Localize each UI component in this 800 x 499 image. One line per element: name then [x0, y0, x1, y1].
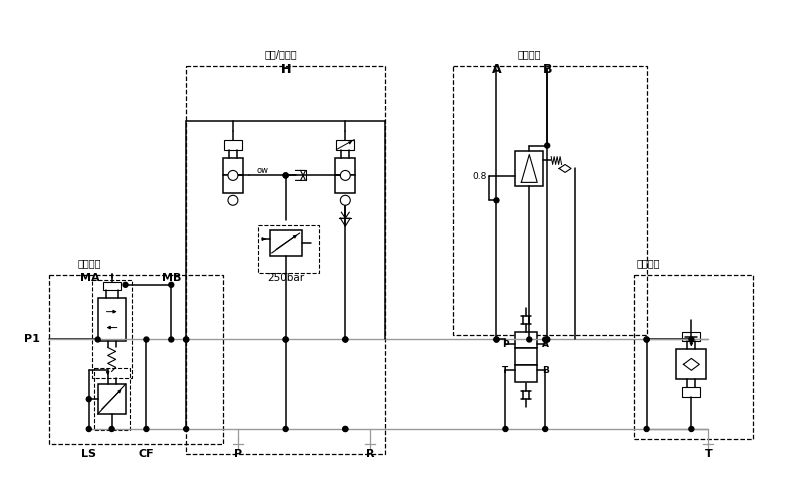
Bar [224, 140, 242, 150]
Circle shape [526, 337, 532, 342]
Bar [515, 151, 543, 186]
Text: 优先阀联: 优先阀联 [78, 258, 102, 268]
Circle shape [283, 427, 288, 432]
Circle shape [340, 171, 350, 180]
Text: H: H [281, 62, 291, 75]
Bar [223, 158, 243, 176]
Bar [98, 384, 126, 414]
Circle shape [343, 337, 348, 342]
Text: MA: MA [80, 273, 99, 283]
Bar [336, 140, 354, 150]
Text: 250bar: 250bar [267, 273, 304, 283]
Text: H: H [281, 62, 291, 75]
Bar [515, 331, 538, 348]
Circle shape [283, 173, 288, 178]
Circle shape [144, 337, 149, 342]
Bar [634, 275, 753, 439]
Text: ow: ow [257, 166, 269, 175]
Circle shape [494, 337, 499, 342]
Bar [94, 368, 130, 430]
Circle shape [283, 337, 288, 342]
Text: R: R [366, 449, 374, 459]
Circle shape [109, 427, 114, 432]
Bar [186, 66, 385, 454]
Text: A: A [542, 340, 549, 349]
Text: P1: P1 [24, 334, 40, 344]
Circle shape [228, 195, 238, 205]
Circle shape [545, 337, 550, 342]
Circle shape [123, 282, 128, 287]
Text: T: T [704, 449, 712, 459]
Bar [270, 230, 302, 256]
Circle shape [644, 337, 649, 342]
Circle shape [494, 198, 499, 203]
Text: B: B [542, 366, 549, 375]
Circle shape [283, 173, 288, 178]
Text: 0.8: 0.8 [472, 172, 486, 181]
Circle shape [689, 337, 694, 342]
Circle shape [542, 427, 548, 432]
Circle shape [689, 427, 694, 432]
Bar [682, 331, 700, 341]
Circle shape [184, 427, 189, 432]
Circle shape [343, 337, 348, 342]
Circle shape [228, 171, 238, 180]
Circle shape [545, 143, 550, 148]
Circle shape [184, 337, 189, 342]
Circle shape [86, 397, 91, 402]
Text: CF: CF [138, 449, 154, 459]
Text: T: T [502, 366, 509, 375]
Text: 前后倾联: 前后倾联 [518, 49, 541, 59]
Bar [335, 158, 355, 176]
Circle shape [283, 337, 288, 342]
Circle shape [343, 427, 348, 432]
Circle shape [169, 337, 174, 342]
Text: 弹簧阀联: 弹簧阀联 [637, 258, 660, 268]
Bar [682, 387, 700, 397]
Bar [98, 298, 126, 341]
Circle shape [542, 337, 548, 342]
Bar [49, 275, 223, 444]
Text: P: P [502, 340, 509, 349]
Circle shape [343, 427, 348, 432]
Circle shape [184, 337, 189, 342]
Bar [92, 280, 131, 378]
Bar [453, 66, 646, 334]
Text: MB: MB [162, 273, 181, 283]
Bar [335, 176, 355, 193]
Text: 举升/下降联: 举升/下降联 [264, 49, 297, 59]
Circle shape [144, 427, 149, 432]
Circle shape [169, 282, 174, 287]
Bar [258, 225, 319, 273]
Circle shape [340, 195, 350, 205]
Text: LS: LS [82, 449, 96, 459]
Bar [102, 282, 121, 290]
Circle shape [494, 337, 499, 342]
Circle shape [545, 337, 550, 342]
Circle shape [503, 427, 508, 432]
Bar [515, 365, 538, 382]
Circle shape [95, 337, 100, 342]
Bar [223, 176, 243, 193]
Bar [677, 349, 706, 379]
Circle shape [86, 427, 91, 432]
Text: A: A [492, 62, 502, 75]
Text: B: B [542, 62, 552, 75]
Circle shape [644, 427, 649, 432]
Text: P: P [234, 449, 242, 459]
Circle shape [644, 337, 649, 342]
Bar [515, 348, 538, 365]
